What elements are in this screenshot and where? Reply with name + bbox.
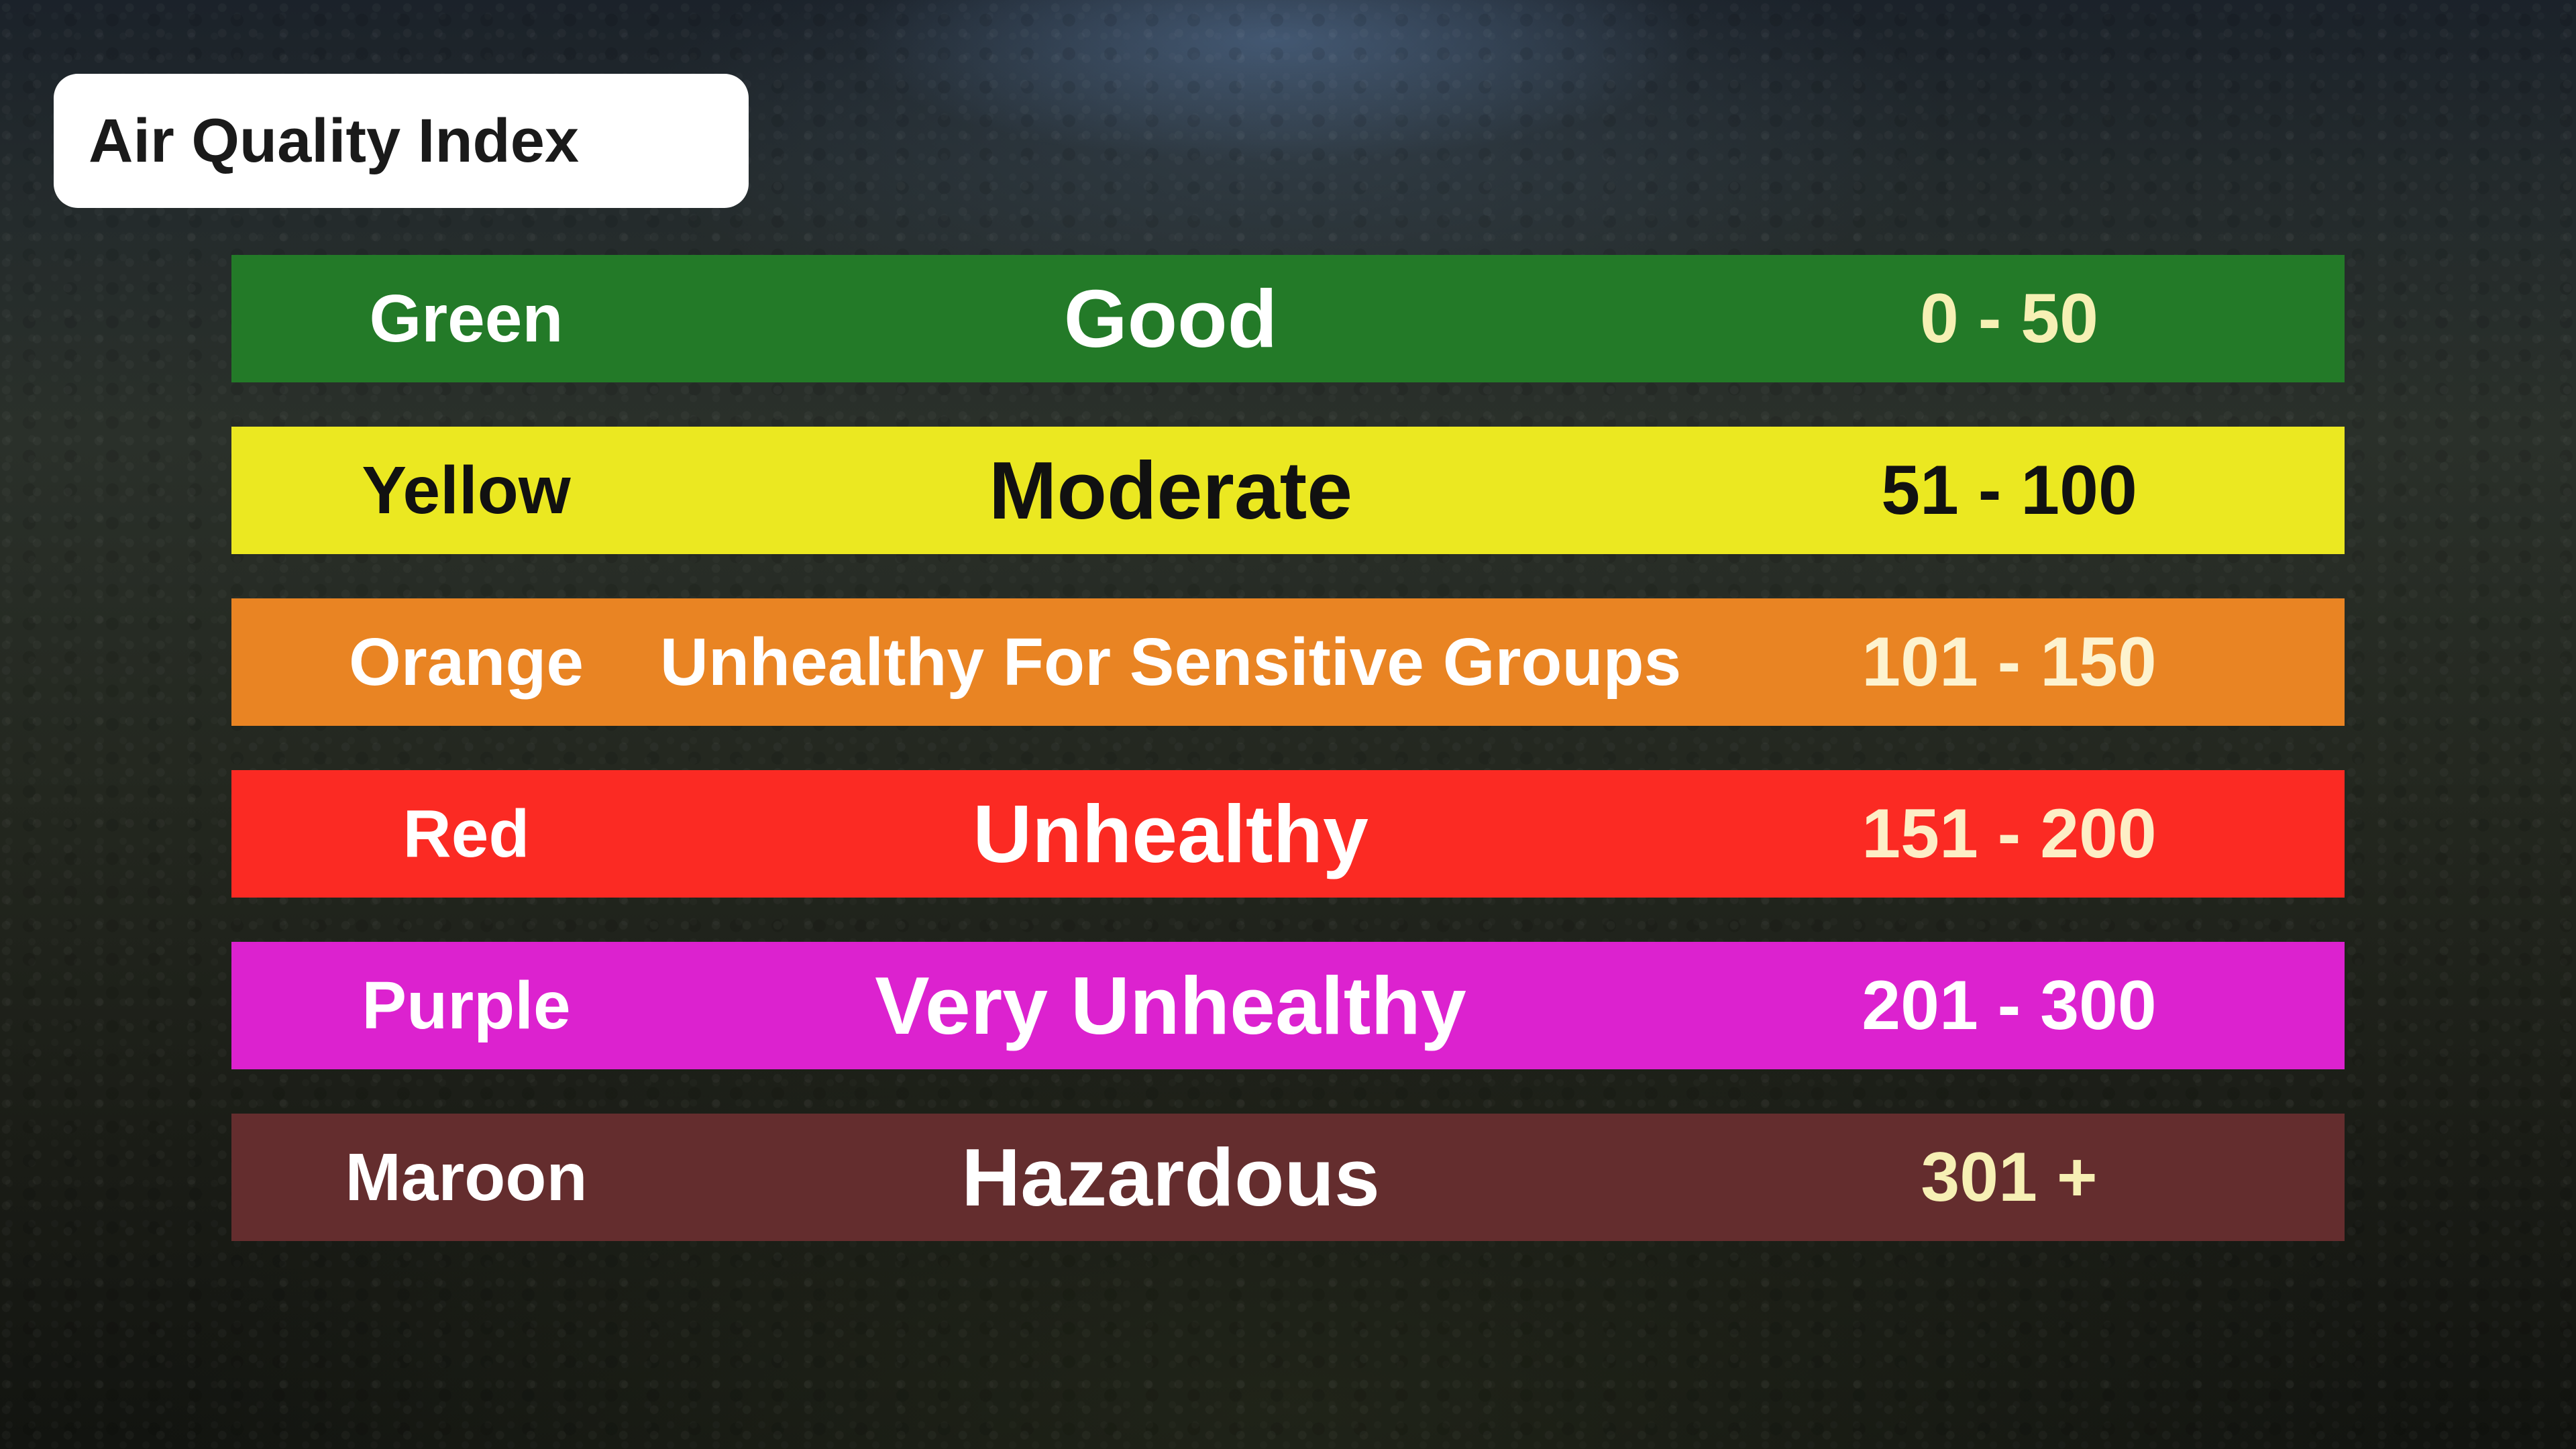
- aqi-row-red: Red Unhealthy 151 - 200: [231, 770, 2345, 898]
- level-label: Very Unhealthy: [875, 960, 1466, 1051]
- level-label: Hazardous: [961, 1132, 1380, 1223]
- color-name-label: Red: [402, 796, 530, 871]
- page-title: Air Quality Index: [89, 106, 580, 175]
- aqi-row-green: Green Good 0 - 50: [231, 255, 2345, 382]
- range-label: 201 - 300: [1862, 966, 2157, 1044]
- aqi-row-maroon: Maroon Hazardous 301 +: [231, 1114, 2345, 1241]
- color-name-label: Maroon: [345, 1139, 588, 1215]
- color-name-label: Yellow: [362, 452, 571, 528]
- level-label: Good: [1063, 273, 1278, 364]
- aqi-row-yellow: Yellow Moderate 51 - 100: [231, 427, 2345, 554]
- range-label: 151 - 200: [1862, 794, 2157, 873]
- level-label: Unhealthy: [973, 788, 1368, 879]
- color-name-label: Orange: [348, 624, 584, 700]
- title-box: Air Quality Index: [54, 74, 749, 208]
- level-label: Unhealthy For Sensitive Groups: [659, 624, 1682, 700]
- color-name-label: Green: [369, 280, 564, 356]
- range-label: 0 - 50: [1920, 279, 2098, 358]
- color-name-label: Purple: [362, 967, 571, 1043]
- range-label: 301 +: [1921, 1138, 2098, 1216]
- level-label: Moderate: [988, 445, 1353, 536]
- aqi-table: Green Good 0 - 50 Yellow Moderate 51 - 1…: [231, 255, 2345, 1285]
- aqi-row-purple: Purple Very Unhealthy 201 - 300: [231, 942, 2345, 1069]
- aqi-row-orange: Orange Unhealthy For Sensitive Groups 10…: [231, 598, 2345, 726]
- range-label: 101 - 150: [1862, 623, 2157, 701]
- range-label: 51 - 100: [1881, 451, 2137, 529]
